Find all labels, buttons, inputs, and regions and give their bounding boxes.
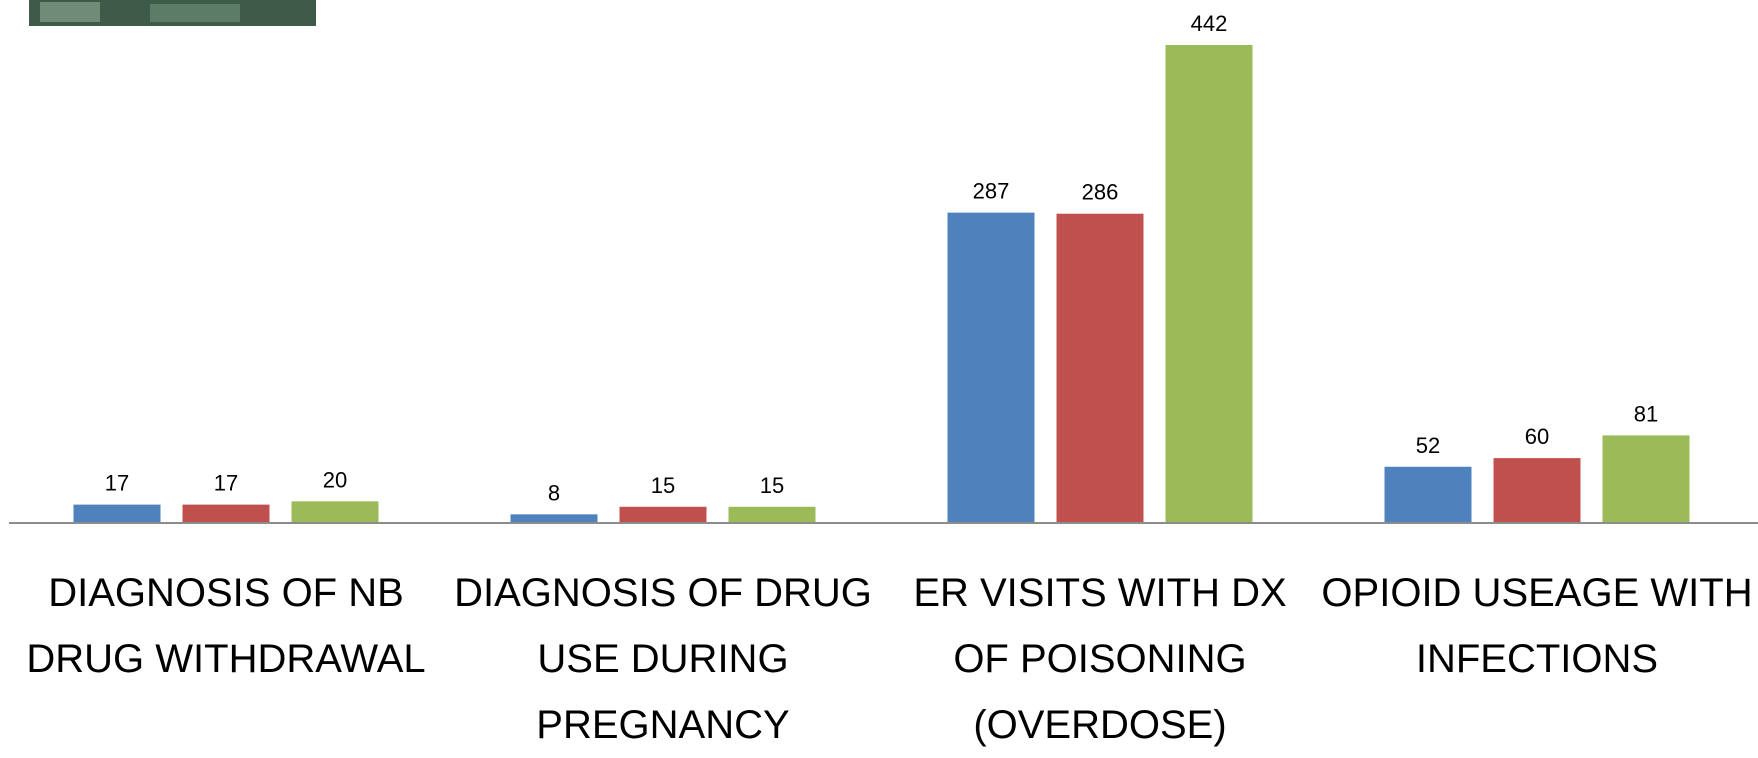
data-label: 287 [973,179,1010,204]
data-label: 20 [323,467,347,492]
data-label: 17 [105,471,129,496]
category-label: OPIOID USEAGE WITH INFECTIONS [1319,560,1756,692]
category-label: DIAGNOSIS OF NB DRUG WITHDRAWAL [8,560,445,692]
data-label: 52 [1416,433,1440,458]
decorative-image-pattern [40,2,100,22]
data-label: 17 [214,471,238,496]
bar [620,507,707,523]
bar [1166,45,1253,523]
bar [511,514,598,523]
data-label: 60 [1525,424,1549,449]
data-label: 8 [548,480,560,505]
bar [1385,467,1472,523]
decorative-image-pattern [150,4,240,22]
data-label: 286 [1082,180,1119,205]
bar [183,505,270,523]
data-label: 15 [760,473,784,498]
category-label: ER VISITS WITH DX OF POISONING (OVERDOSE… [882,560,1319,758]
data-label: 15 [651,473,675,498]
bar [948,213,1035,523]
data-label: 442 [1191,11,1228,36]
category-label: DIAGNOSIS OF DRUG USE DURING PREGNANCY [445,560,882,758]
bar [729,507,816,523]
page: 17172081515287286442526081 (() => { cons… [0,0,1758,747]
bar [1057,214,1144,523]
bar [1603,435,1690,523]
bar [74,505,161,523]
data-label: 81 [1634,401,1658,426]
bar [1494,458,1581,523]
bar [292,501,379,523]
